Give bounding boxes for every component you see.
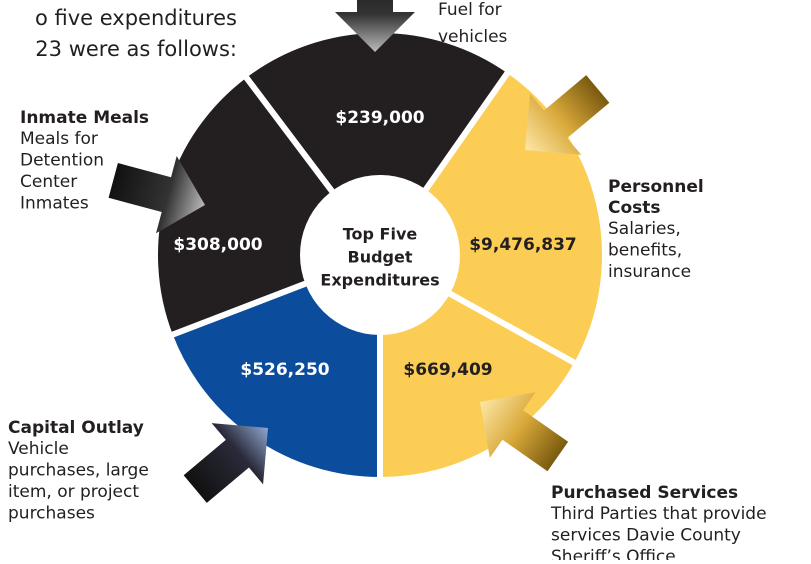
segment-value: $308,000 [173, 235, 262, 255]
segment-description: Meals for [20, 129, 98, 149]
segment-description: Salaries, [608, 219, 681, 239]
center-circle [300, 175, 460, 335]
segment-description: Detention [20, 151, 104, 171]
arrow [108, 156, 205, 234]
segment-title: Purchased Services [551, 483, 738, 503]
center-label: Expenditures [320, 271, 439, 290]
segment-value: $239,000 [335, 108, 424, 128]
segment-description: services Davie County [551, 526, 741, 546]
arrow [183, 423, 268, 503]
segment-description: Sheriff’s Office [551, 547, 676, 560]
segment-description: Center [20, 172, 77, 192]
segment-description: purchases [8, 504, 95, 524]
segment-description: Inmates [20, 194, 89, 214]
segment-value: $9,476,837 [469, 235, 577, 255]
segment-value: $669,409 [403, 360, 492, 380]
segment-title: Inmate Meals [20, 108, 149, 128]
segment-value: $526,250 [240, 360, 329, 380]
center-label: Budget [348, 248, 413, 267]
intro-text: 23 were as follows: [35, 37, 237, 61]
arrow [525, 75, 610, 155]
segment-description: purchases, large [8, 461, 149, 481]
segment-title: Costs [608, 198, 661, 218]
segment-description: Vehicle [8, 439, 69, 459]
arrow [480, 392, 569, 472]
intro-text: o five expenditures [35, 6, 237, 30]
segment-title: Capital Outlay [8, 418, 144, 438]
segment-description: benefits, [608, 241, 682, 261]
segment-description: Third Parties that provide [550, 504, 767, 524]
segment-description: Fuel for [438, 0, 502, 20]
arrow [335, 0, 415, 52]
center-label: Top Five [343, 225, 418, 244]
segment-description: vehicles [438, 27, 508, 47]
segment-description: insurance [608, 262, 691, 282]
segment-title: Personnel [608, 177, 704, 197]
segment-description: item, or project [8, 482, 139, 502]
